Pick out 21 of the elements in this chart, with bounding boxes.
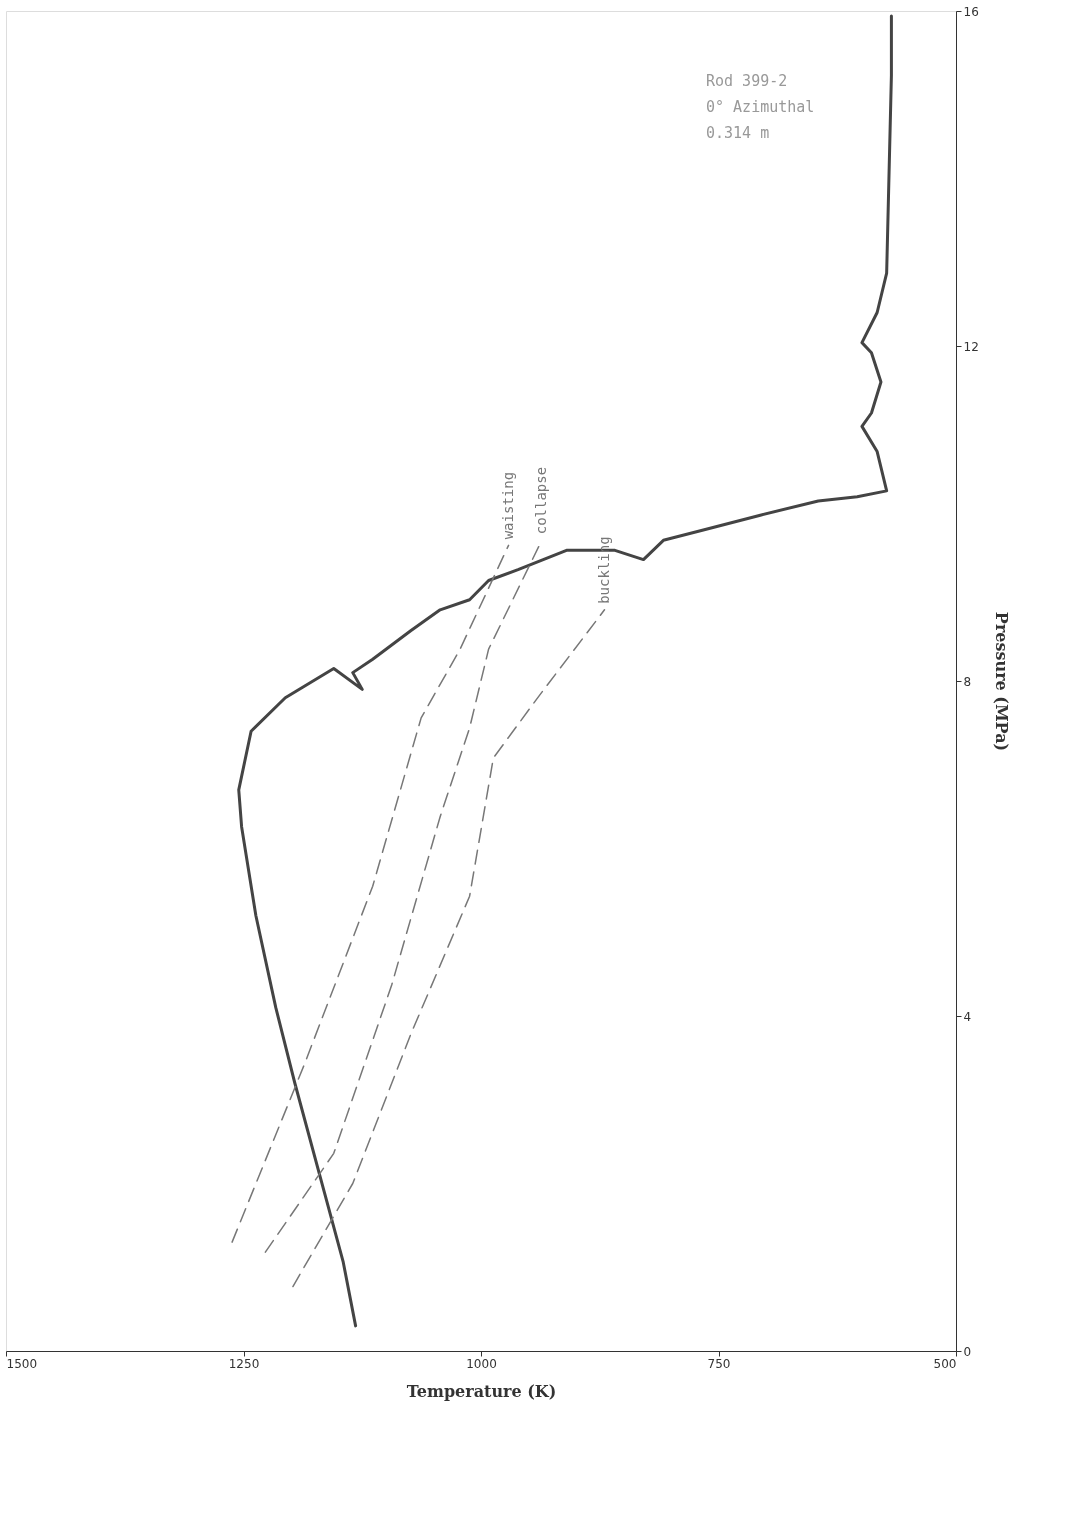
y-tick-label: 16 [963, 4, 979, 19]
annotation: 0.314 m [706, 124, 770, 142]
text: collapse [532, 466, 549, 535]
y-axis-title: Pressure (MPa) [991, 611, 1011, 752]
x-tick-label: 750 [707, 1356, 731, 1371]
y-tick-label: 0 [963, 1344, 972, 1359]
x-tick-label: 500 [933, 1356, 957, 1371]
x-tick-label: 1000 [466, 1356, 497, 1371]
x-tick-label: 1500 [6, 1356, 38, 1371]
annotation: 0° Azimuthal [706, 98, 815, 116]
text: buckling [595, 536, 612, 604]
line-series [231, 544, 510, 1243]
y-tick-label: 4 [963, 1009, 972, 1024]
y-tick-label: 8 [963, 674, 972, 689]
line-series [237, 14, 893, 1328]
x-tick-label: 1250 [228, 1356, 260, 1371]
line-series [292, 609, 606, 1288]
annotation: Rod 399-2 [706, 72, 788, 90]
text: waisting [499, 471, 516, 540]
x-axis-title: Temperature (K) [406, 1381, 557, 1401]
y-tick-label: 12 [963, 339, 979, 354]
